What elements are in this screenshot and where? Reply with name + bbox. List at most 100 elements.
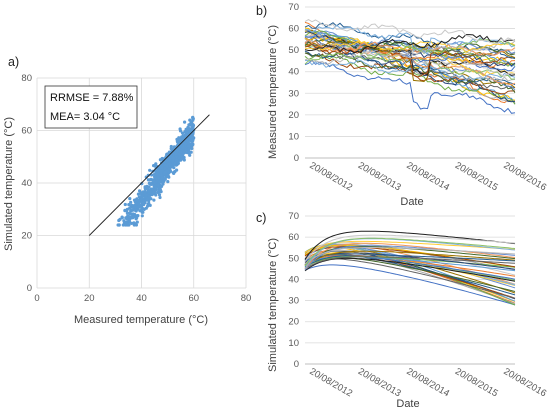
scatter-point xyxy=(129,212,133,216)
scatter-point xyxy=(124,216,128,220)
panel-a-annotation-rrmse: RRMSE = 7.88% xyxy=(50,92,134,104)
scatter-point xyxy=(145,184,149,188)
panel-a-y-ticks: 0 20 40 60 80 xyxy=(21,73,32,294)
series-line xyxy=(304,34,516,54)
y-tick-label: 50 xyxy=(288,45,299,56)
scatter-point xyxy=(171,159,175,163)
scatter-point xyxy=(178,138,183,142)
scatter-point xyxy=(130,221,134,225)
scatter-point xyxy=(183,120,187,124)
scatter-point xyxy=(157,193,162,197)
scatter-point xyxy=(138,209,142,213)
scatter-point xyxy=(156,190,161,194)
scatter-point xyxy=(177,147,181,151)
scatter-point xyxy=(188,118,192,122)
y-tick-label: 50 xyxy=(288,253,299,264)
scatter-point xyxy=(127,203,131,207)
panel-a-x-ticks: 0 20 40 60 80 xyxy=(34,293,251,304)
y-tick-label: 10 xyxy=(288,131,299,142)
panel-a: a) 0 20 40 60 80 0 20 40 60 80 Measured temperat… xyxy=(3,55,251,326)
scatter-point xyxy=(169,154,173,158)
scatter-point xyxy=(144,195,148,199)
scatter-point xyxy=(158,158,162,162)
scatter-point xyxy=(152,164,156,168)
scatter-point xyxy=(184,133,188,137)
panel-c-series xyxy=(304,230,516,306)
series-line xyxy=(304,38,516,56)
panel-c-y-axis-label: Simulated temperature (°C) xyxy=(267,238,279,372)
scatter-point xyxy=(138,189,142,193)
scatter-point xyxy=(175,168,179,172)
y-tick-label: 60 xyxy=(288,24,299,35)
scatter-point xyxy=(168,163,172,167)
scatter-point xyxy=(149,177,153,181)
y-tick-label: 30 xyxy=(288,88,299,99)
y-tick-label: 20 xyxy=(288,317,299,328)
series-line xyxy=(304,24,516,55)
panel-a-y-axis-label: Simulated temperature (°C) xyxy=(3,117,15,251)
x-tick-label: 20/08/2012 xyxy=(308,160,355,193)
scatter-point xyxy=(187,151,191,155)
scatter-point xyxy=(155,172,159,176)
panel-c-y-ticks: 0 10 20 30 40 50 60 70 xyxy=(288,211,299,370)
x-tick-label: 20/08/2014 xyxy=(405,160,452,193)
x-tick-label: 20/08/2016 xyxy=(502,366,549,399)
scatter-point xyxy=(118,217,122,221)
scatter-point xyxy=(154,186,158,190)
scatter-point xyxy=(180,131,185,135)
scatter-point xyxy=(139,199,143,203)
y-tick-label: 70 xyxy=(288,211,299,222)
scatter-point xyxy=(158,180,162,184)
scatter-point xyxy=(175,137,179,141)
scatter-point xyxy=(160,176,164,180)
series-line xyxy=(304,230,516,260)
y-tick-label: 30 xyxy=(288,296,299,307)
scatter-point xyxy=(189,143,193,147)
scatter-point xyxy=(143,191,147,195)
series-line xyxy=(304,250,516,268)
scatter-point xyxy=(140,214,144,218)
scatter-point xyxy=(152,179,156,183)
scatter-point xyxy=(116,223,120,227)
scatter-point xyxy=(181,146,185,150)
scatter-point xyxy=(164,160,168,164)
x-tick-label: 20/08/2014 xyxy=(405,366,452,399)
scatter-point xyxy=(137,205,141,209)
scatter-point xyxy=(184,136,188,140)
scatter-point xyxy=(135,220,139,224)
scatter-point xyxy=(147,181,151,185)
panel-a-y-tick-label: 0 xyxy=(27,283,32,294)
scatter-point xyxy=(184,142,188,146)
y-tick-label: 40 xyxy=(288,67,299,78)
panel-c-x-ticks: 20/08/2012 20/08/2013 20/08/2014 20/08/2015… xyxy=(308,366,549,399)
scatter-point xyxy=(163,170,167,174)
series-line xyxy=(304,45,516,90)
series-line xyxy=(304,237,516,267)
scatter-point xyxy=(135,216,139,220)
x-tick-label: 20/08/2013 xyxy=(356,160,403,193)
scatter-point xyxy=(176,161,180,165)
scatter-point xyxy=(189,146,193,150)
scatter-point xyxy=(178,150,183,154)
series-line xyxy=(304,39,516,56)
scatter-point xyxy=(124,220,128,224)
y-tick-label: 10 xyxy=(288,338,299,349)
series-line xyxy=(304,234,516,262)
panel-b-x-axis-label: Date xyxy=(400,196,423,208)
series-line xyxy=(304,257,516,282)
panel-b-x-ticks: 20/08/2012 20/08/2013 20/08/2014 20/08/2015… xyxy=(308,160,549,193)
scatter-point xyxy=(158,187,162,191)
panel-b-label: b) xyxy=(256,4,267,18)
series-line xyxy=(304,253,516,296)
series-line xyxy=(304,256,516,269)
scatter-point xyxy=(134,223,138,227)
scatter-point xyxy=(128,197,132,201)
scatter-point xyxy=(152,198,156,202)
scatter-point xyxy=(154,183,159,187)
scatter-point xyxy=(166,180,170,184)
scatter-point xyxy=(158,195,162,200)
scatter-point xyxy=(165,164,169,168)
